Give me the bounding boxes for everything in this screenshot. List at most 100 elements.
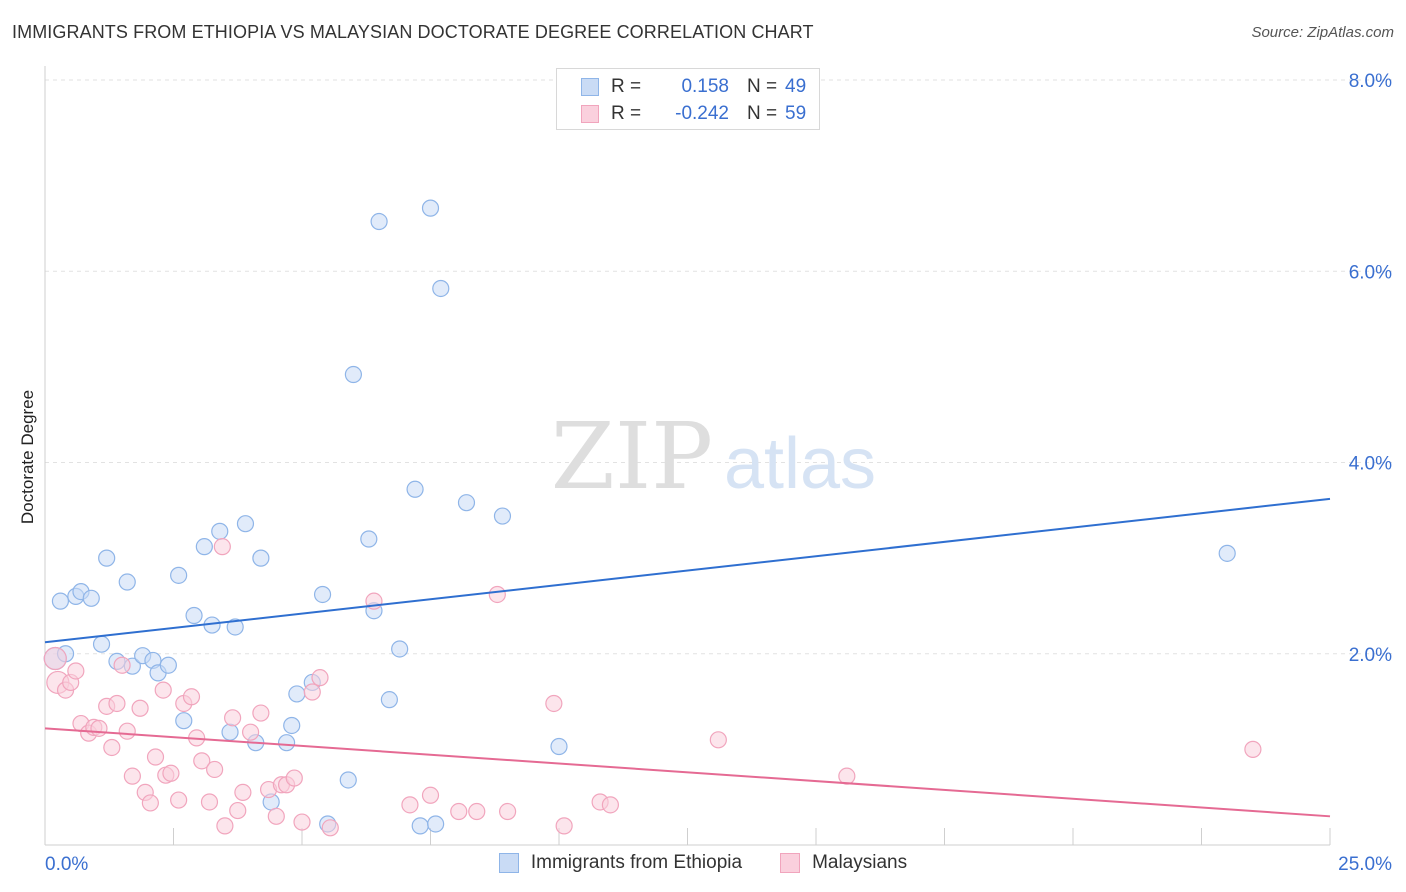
data-point [550,737,568,756]
data-point [242,723,260,741]
data-point [391,640,409,658]
n-label: N = [747,76,778,97]
data-point [321,819,339,837]
legend-label: Malaysians [812,852,908,873]
data-point [216,817,234,835]
data-point [170,566,188,584]
series-legend: Immigrants from Ethiopia Malaysians [0,852,1406,874]
data-point [344,365,362,384]
x-tick-label: 0.0% [45,854,88,875]
legend-item-malaysians[interactable]: Malaysians [780,852,907,874]
data-point [1244,740,1262,758]
data-point [457,494,476,512]
data-point [236,515,255,533]
data-point [175,712,193,730]
stats-row-malaysians: R = -0.242 N = 59 [581,101,806,127]
n-value: 59 [785,103,807,124]
data-point [92,635,111,653]
r-value: 0.158 [681,76,729,97]
chart-title: IMMIGRANTS FROM ETHIOPIA VS MALAYSIAN DO… [12,22,814,42]
data-point [159,656,177,674]
r-label: R = [611,76,642,97]
trend-line-malaysians [44,727,1331,818]
data-point [411,817,429,835]
data-point [118,722,136,740]
data-point [293,813,311,831]
tick-labels: 2.0% 4.0% 6.0% 8.0% 0.0% 25.0% [45,71,1392,875]
data-point [370,212,388,231]
data-point [277,734,296,752]
data-point [170,791,188,809]
y-tick-label: 8.0% [1349,71,1392,92]
data-point [193,752,211,770]
data-point [103,738,121,757]
data-point [450,802,468,821]
data-point [229,801,247,820]
data-point [709,731,727,749]
data-point [221,723,239,741]
legend-swatch-ethiopia [581,78,599,96]
data-points [43,199,1262,837]
data-point [182,688,201,706]
data-point [499,802,517,821]
data-point [488,585,506,604]
data-point [303,683,321,701]
legend-item-ethiopia[interactable]: Immigrants from Ethiopia [498,852,742,874]
data-point [313,585,332,604]
data-point [82,589,100,607]
watermark-atlas: atlas [724,424,876,504]
data-point [131,699,149,717]
x-tick-label: 25.0% [1338,854,1392,875]
data-point [311,669,329,687]
data-point [113,656,131,674]
data-point [252,704,270,722]
r-value: -0.242 [675,103,729,124]
data-point [141,794,159,812]
y-tick-label: 6.0% [1349,262,1392,283]
stats-legend: R = 0.158 N = 49 R = -0.242 N = 59 [556,68,820,130]
data-point [401,796,419,814]
data-point [226,618,244,636]
y-axis-label: Doctorate Degree [18,389,37,525]
n-label: N = [747,103,778,124]
data-point [195,538,213,556]
series-malaysians [43,538,1262,837]
data-point [234,783,252,802]
legend-swatch-malaysians [581,105,599,123]
data-point [123,767,141,785]
data-point [267,807,285,825]
data-point [285,769,303,787]
data-point [51,592,70,610]
data-point [432,279,450,298]
legend-swatch-malaysians [780,853,801,873]
data-point [339,771,357,789]
data-point [421,199,440,217]
source-label: Source: ZipAtlas.com [1251,24,1394,41]
data-point [211,522,229,540]
data-point [421,786,440,804]
data-point [468,802,486,821]
data-point [43,646,67,671]
data-point [185,606,203,625]
data-point [1218,544,1236,562]
data-point [380,691,398,709]
data-point [493,507,512,525]
legend-swatch-ethiopia [498,853,519,873]
data-point [252,549,270,567]
data-point [283,716,301,735]
stats-row-ethiopia: R = 0.158 N = 49 [581,74,806,100]
data-point [213,538,231,556]
data-point [224,709,242,727]
data-point [838,767,856,785]
data-point [206,760,224,779]
data-point [360,530,378,548]
data-point [200,793,219,811]
data-point [118,573,136,591]
data-point [154,681,172,699]
data-point [67,662,85,680]
data-point [162,764,180,782]
data-point [601,796,620,814]
axes [44,66,1331,846]
trend-line-ethiopia [44,497,1331,644]
